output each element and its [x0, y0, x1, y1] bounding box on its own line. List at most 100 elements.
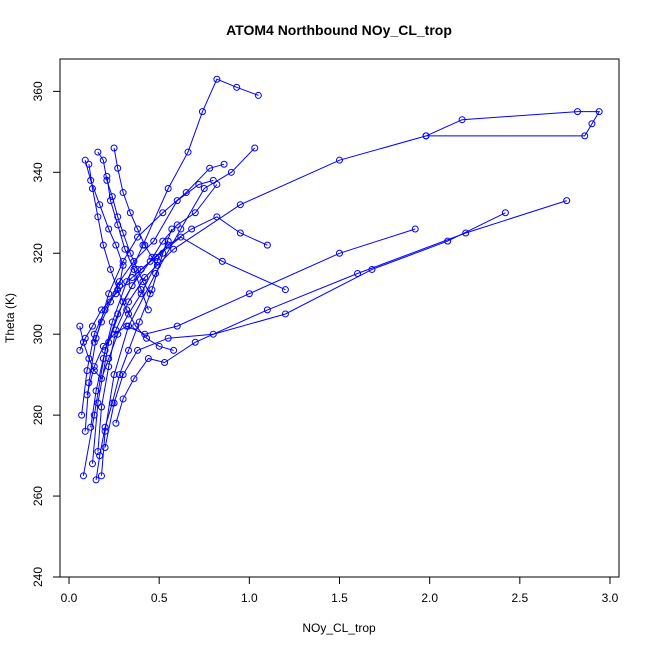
- y-tick-label: 260: [31, 486, 45, 506]
- data-point: [458, 116, 466, 124]
- series-line: [106, 176, 149, 311]
- data-point: [164, 185, 172, 192]
- data-point: [119, 189, 127, 197]
- data-point: [114, 221, 122, 229]
- data-point: [220, 160, 228, 168]
- series-line: [113, 147, 158, 266]
- y-tick-label: 240: [31, 567, 45, 587]
- data-point: [141, 330, 149, 338]
- data-point: [85, 354, 93, 362]
- series-line: [84, 160, 124, 343]
- y-axis: 240 260 280 300 320 340 360: [31, 81, 61, 587]
- x-tick-label: 3.0: [602, 591, 619, 605]
- data-point: [501, 209, 509, 217]
- plot-frame: [59, 58, 620, 578]
- data-point: [336, 156, 343, 164]
- data-point: [245, 290, 253, 298]
- data-point: [141, 274, 149, 282]
- data-point: [94, 148, 102, 156]
- data-point: [581, 132, 589, 140]
- data-point: [97, 472, 105, 480]
- data-point: [206, 164, 214, 172]
- data-point: [105, 225, 113, 233]
- data-point: [198, 108, 206, 116]
- data-point: [188, 225, 196, 233]
- data-point: [164, 334, 172, 342]
- data-point: [574, 108, 582, 116]
- data-point: [103, 172, 111, 180]
- y-tick-label: 360: [31, 81, 45, 101]
- data-point: [96, 452, 104, 460]
- data-point: [123, 278, 131, 286]
- data-point: [134, 233, 142, 241]
- data-point: [146, 290, 154, 298]
- data-point: [114, 330, 122, 338]
- data-point: [119, 395, 127, 403]
- data-point: [99, 241, 107, 249]
- series-14: [85, 160, 178, 354]
- data-point: [79, 338, 87, 346]
- data-point: [106, 298, 114, 306]
- data-point: [110, 371, 118, 379]
- data-point: [125, 298, 133, 306]
- data-point: [81, 427, 89, 435]
- y-tick-label: 320: [31, 243, 45, 263]
- x-axis: 0.0 0.5 1.0 1.5 2.0 2.5 3.0: [61, 576, 619, 605]
- data-point: [105, 338, 113, 346]
- data-point: [213, 75, 221, 83]
- series-line: [101, 147, 256, 476]
- data-point: [595, 108, 603, 116]
- data-point: [126, 249, 134, 257]
- x-tick-label: 0.0: [61, 591, 78, 605]
- data-point: [168, 225, 176, 233]
- data-point: [87, 423, 95, 431]
- data-point: [336, 249, 343, 257]
- data-point: [97, 306, 105, 314]
- data-point: [236, 229, 244, 237]
- series-line: [81, 179, 214, 416]
- data-point: [83, 391, 91, 399]
- data-point: [101, 444, 109, 451]
- data-point: [92, 387, 100, 395]
- data-point: [177, 225, 185, 233]
- data-point: [92, 476, 100, 484]
- x-tick-label: 0.5: [151, 591, 168, 605]
- data-point: [191, 338, 199, 346]
- data-point: [184, 148, 192, 156]
- data-point: [144, 306, 152, 314]
- series-layer: [76, 75, 603, 484]
- series-17: [92, 225, 176, 484]
- data-point: [114, 213, 122, 221]
- series-4: [81, 160, 228, 435]
- data-point: [101, 423, 109, 431]
- data-point: [85, 160, 93, 168]
- series-1: [79, 180, 221, 480]
- data-point: [83, 367, 91, 375]
- series-line: [79, 240, 169, 380]
- data-point: [411, 225, 419, 233]
- data-point: [79, 472, 87, 480]
- data-point: [123, 322, 131, 330]
- data-point: [134, 265, 142, 273]
- data-point: [112, 290, 120, 298]
- data-point: [94, 399, 102, 407]
- data-point: [182, 189, 190, 197]
- data-point: [191, 209, 199, 217]
- data-point: [159, 209, 167, 217]
- data-point: [135, 318, 143, 326]
- data-point: [119, 298, 127, 306]
- series-line: [115, 200, 567, 424]
- data-point: [99, 354, 107, 362]
- data-point: [90, 338, 98, 346]
- x-tick-label: 1.0: [241, 591, 258, 605]
- data-point: [209, 330, 217, 338]
- data-point: [251, 144, 259, 152]
- data-point: [99, 342, 107, 350]
- data-point: [173, 322, 181, 330]
- data-point: [170, 245, 178, 253]
- data-point: [150, 237, 158, 245]
- series-line: [88, 164, 174, 351]
- data-point: [105, 290, 113, 298]
- data-point: [233, 83, 241, 91]
